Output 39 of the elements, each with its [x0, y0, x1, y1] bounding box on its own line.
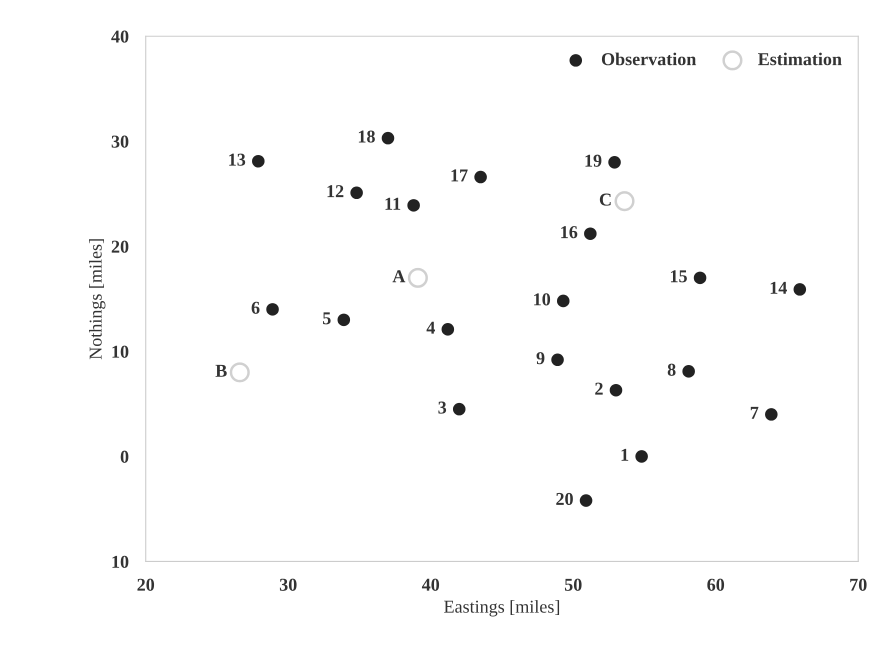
annotation: 7: [750, 406, 758, 419]
y-tick-label: 30: [112, 136, 128, 148]
annotation: 18: [358, 130, 375, 143]
annotation: 1: [622, 448, 628, 461]
annotation: A: [392, 270, 406, 282]
annotation: 2: [595, 382, 603, 395]
x-tick-label: 30: [280, 578, 297, 591]
annotation: C: [600, 194, 611, 206]
annotation: 14: [770, 282, 787, 294]
y-tick-label: 10: [112, 556, 128, 568]
y-tick-label: 40: [111, 30, 128, 43]
annotation: 3: [438, 402, 446, 414]
annotation: 15: [670, 270, 687, 282]
annotation: 8: [668, 364, 676, 376]
x-tick-label: 50: [564, 578, 582, 591]
annotation: 10: [534, 293, 550, 306]
annotation: 6: [252, 302, 260, 314]
y-tick-label: 10: [112, 346, 128, 358]
annotation: 16: [561, 226, 578, 238]
annotation: 12: [328, 185, 344, 198]
legend-label: Observation: [602, 52, 696, 66]
y-axis-title: Nothings [miles]: [89, 239, 106, 360]
x-tick-label: 40: [422, 578, 440, 591]
annotation: B: [216, 364, 227, 377]
x-tick-label: 20: [137, 578, 154, 591]
annotation: 4: [426, 322, 435, 334]
x-axis-title: Eastings [miles]: [444, 600, 560, 616]
annotation: 13: [229, 154, 246, 166]
y-tick-label: 20: [112, 240, 128, 253]
y-tick-label: 0: [120, 450, 128, 463]
annotation: 5: [322, 312, 331, 324]
x-tick-label: 70: [850, 578, 867, 591]
legend-label: Estimation: [758, 52, 842, 66]
annotation: 20: [556, 492, 573, 506]
x-tick-label: 60: [707, 578, 724, 591]
annotation: 9: [536, 352, 544, 364]
annotation: 19: [585, 154, 602, 167]
annotation: 11: [386, 198, 400, 210]
annotation: 17: [451, 169, 468, 182]
